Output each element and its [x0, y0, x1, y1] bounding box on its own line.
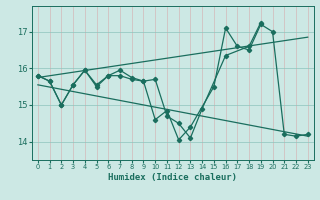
X-axis label: Humidex (Indice chaleur): Humidex (Indice chaleur) [108, 173, 237, 182]
